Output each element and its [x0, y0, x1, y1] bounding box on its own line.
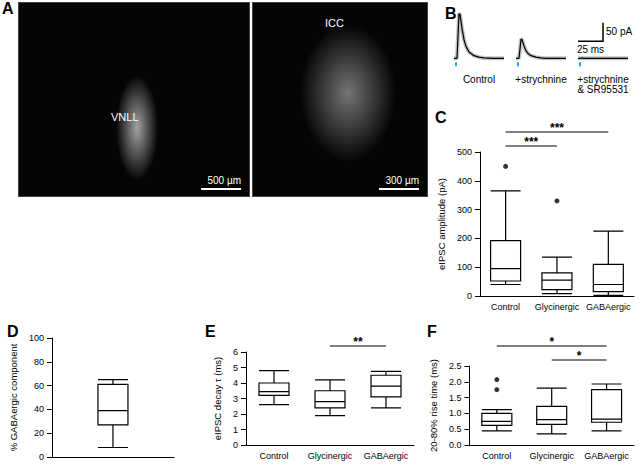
svg-text:400: 400 — [457, 176, 472, 186]
svg-text:0.5: 0.5 — [449, 424, 462, 434]
svg-text:2: 2 — [233, 409, 238, 419]
svg-text:40: 40 — [34, 404, 44, 414]
svg-text:*: * — [549, 335, 554, 349]
svg-text:6: 6 — [233, 347, 238, 357]
html-text:VNLL: VNLL — [111, 111, 139, 123]
svg-text:200: 200 — [457, 233, 472, 243]
svg-text:Glycinergic: Glycinergic — [535, 302, 580, 312]
html-text:ICC: ICC — [325, 17, 344, 29]
svg-text:C: C — [435, 109, 447, 126]
svg-text:100: 100 — [29, 333, 44, 343]
svg-text:Control: Control — [259, 451, 288, 461]
svg-text:& SR95531: & SR95531 — [577, 84, 629, 95]
svg-text:3: 3 — [233, 394, 238, 404]
svg-text:1.5: 1.5 — [449, 393, 462, 403]
svg-text:Control: Control — [482, 451, 511, 461]
svg-text:***: *** — [524, 135, 538, 149]
svg-text:0: 0 — [233, 440, 238, 450]
svg-text:eIPSC decay τ (ms): eIPSC decay τ (ms) — [212, 357, 223, 440]
svg-text:***: *** — [550, 121, 564, 135]
svg-text:Glycinergic: Glycinergic — [308, 451, 353, 461]
svg-text:4: 4 — [233, 378, 238, 388]
svg-text:1: 1 — [233, 425, 238, 435]
svg-text:80: 80 — [34, 357, 44, 367]
svg-text:GABAergic: GABAergic — [584, 451, 629, 461]
svg-text:B: B — [445, 5, 457, 22]
svg-text:1.0: 1.0 — [449, 408, 462, 418]
svg-text:2.0: 2.0 — [449, 377, 462, 387]
svg-text:Glycinergic: Glycinergic — [529, 451, 574, 461]
svg-text:25 ms: 25 ms — [577, 44, 604, 55]
svg-text:0.0: 0.0 — [449, 440, 462, 450]
html-text:300 µm: 300 µm — [385, 175, 419, 186]
svg-text:% GABAergic component: % GABAergic component — [8, 343, 19, 451]
html-text:A: A — [2, 0, 14, 17]
svg-text:5: 5 — [233, 363, 238, 373]
svg-text:E: E — [205, 323, 216, 340]
svg-text:*: * — [577, 349, 582, 363]
svg-text:0: 0 — [39, 452, 44, 462]
html-text:500 µm: 500 µm — [207, 175, 241, 186]
svg-text:GABAergic: GABAergic — [364, 451, 409, 461]
svg-text:2.5: 2.5 — [449, 361, 462, 371]
svg-text:20: 20 — [34, 428, 44, 438]
svg-text:F: F — [427, 323, 437, 340]
svg-text:+strychnine: +strychnine — [515, 74, 567, 85]
svg-text:0: 0 — [467, 291, 472, 301]
svg-text:**: ** — [353, 335, 363, 349]
svg-text:eIPSC amplitude (pA): eIPSC amplitude (pA) — [436, 178, 447, 270]
svg-text:+strychnine: +strychnine — [577, 73, 629, 85]
svg-text:Control: Control — [491, 302, 520, 312]
svg-text:60: 60 — [34, 381, 44, 391]
svg-text:100: 100 — [457, 262, 472, 272]
svg-text:Control: Control — [463, 74, 495, 85]
svg-text:D: D — [7, 323, 19, 340]
svg-text:GABAergic: GABAergic — [586, 302, 631, 312]
svg-text:500: 500 — [457, 147, 472, 157]
svg-text:50 pA: 50 pA — [606, 26, 632, 37]
svg-text:20-80% rise time (ms): 20-80% rise time (ms) — [428, 359, 439, 452]
svg-text:300: 300 — [457, 205, 472, 215]
